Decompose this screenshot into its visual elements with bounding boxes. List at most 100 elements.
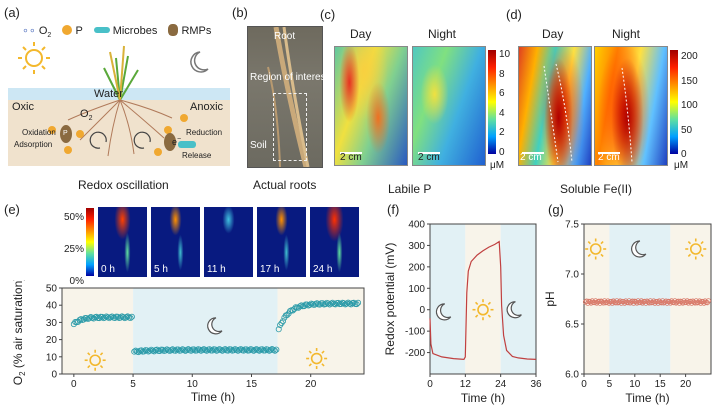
e-point-0-20 [99, 313, 106, 320]
e-point-1-35 [180, 346, 187, 353]
phosphate-icon [62, 25, 73, 35]
e-point-0-22 [101, 314, 108, 321]
colorbar-d-ticks: 200 150 100 50 0 [681, 51, 698, 160]
e-point-0-33 [117, 314, 124, 321]
panel-c-day: Day [350, 27, 372, 41]
e-point-1-53 [206, 346, 213, 353]
e-point-0-24 [104, 314, 111, 321]
scale-label-c-night: 2 cm [418, 152, 440, 163]
e-point-1-18 [156, 347, 163, 354]
e-y-tick-label: 10 [46, 352, 58, 363]
e-point-1-100 [273, 346, 280, 353]
e-point-1-62 [219, 347, 226, 354]
g-x-axis-label: Time (h) [625, 391, 669, 405]
e-point-1-1 [132, 347, 139, 354]
e-point-1-27 [169, 346, 176, 353]
g-x-tick-label: 15 [655, 379, 667, 390]
e-point-1-70 [230, 347, 237, 354]
f-phase-day-1 [465, 224, 501, 374]
e-point-0-9 [83, 315, 90, 322]
e-point-1-94 [264, 346, 271, 353]
adsorption-label: Adsorption [14, 140, 53, 149]
rmp-particle-right [164, 133, 176, 151]
e-point-2-6 [284, 312, 291, 319]
e-point-2-51 [347, 301, 354, 308]
scale-bar-d-day [522, 152, 544, 154]
g-moon-icon [631, 240, 647, 258]
legend-microbes: Microbes [112, 25, 158, 37]
legend-p: P [75, 25, 83, 37]
f-x-tick-label: 36 [530, 379, 542, 390]
e-point-0-16 [93, 313, 100, 320]
o2-root-label: O2 [80, 108, 93, 123]
f-x-tick-label: 0 [427, 379, 433, 390]
e-point-1-59 [215, 347, 222, 354]
roots-icon [67, 99, 173, 157]
e-point-1-44 [193, 347, 200, 354]
e-point-2-11 [291, 305, 298, 312]
e-point-2-46 [340, 300, 347, 307]
e-point-1-85 [252, 346, 259, 353]
e-point-2-33 [322, 301, 329, 308]
moon-icon [190, 51, 209, 73]
e-sun-icon-left [84, 349, 106, 371]
g-sun-icon-right [685, 238, 707, 260]
f-y-tick-label: -200 [405, 348, 425, 359]
legend-rmps: RMPs [181, 25, 212, 37]
ph-chart: 0 5 10 15 20 6.0 6.5 7.0 7.5 Time (h) pH [543, 220, 712, 405]
fe-dashed-lines [543, 63, 633, 163]
e-point-2-31 [319, 300, 326, 307]
o2-frame-24: 24 h [310, 207, 359, 277]
e-point-0-7 [80, 316, 87, 323]
e-point-1-68 [227, 346, 234, 353]
reduction-label: Reduction [186, 128, 223, 137]
f-phase-night-2 [500, 224, 536, 374]
e-point-2-56 [355, 299, 362, 306]
f-x-axis-label: Time (h) [461, 391, 505, 405]
f-x-tick-label: 12 [460, 379, 472, 390]
e-point-1-96 [267, 347, 274, 354]
g-point-110 [705, 298, 712, 304]
oxic-label: Oxic [12, 101, 34, 113]
e-point-1-99 [271, 347, 278, 354]
e-point-1-31 [175, 346, 182, 353]
e-point-0-27 [109, 313, 116, 320]
e-point-0-40 [127, 315, 134, 322]
root-strands [267, 27, 310, 167]
g-plot-frame [583, 223, 712, 375]
e-point-0-11 [86, 315, 93, 322]
e-point-2-24 [309, 301, 316, 308]
f-y-tick-label: -100 [405, 327, 425, 338]
e-point-1-20 [159, 346, 166, 353]
g-x-tick-label: 0 [581, 379, 587, 390]
e-point-2-22 [306, 301, 313, 308]
g-y-tick-label: 6.5 [565, 320, 579, 331]
e-point-1-40 [188, 347, 195, 354]
o2-frame-17: 17 h [257, 207, 306, 277]
panel-c-night: Night [428, 27, 457, 41]
e-point-1-0 [131, 348, 138, 355]
e-point-1-64 [222, 346, 229, 353]
e-point-1-77 [240, 347, 247, 354]
colorbar-e-ticks: 50% 25% 0% [63, 212, 84, 287]
e-point-0-41 [128, 313, 135, 320]
e-y-tick-label: 0 [51, 370, 57, 381]
panel-d-label: (d) [506, 7, 522, 22]
release-label: Release [182, 151, 212, 160]
cycle-arrow-left [89, 131, 107, 149]
e-point-2-18 [301, 303, 308, 310]
panel-g-label: (g) [548, 202, 564, 217]
e-point-1-9 [144, 347, 151, 354]
f-moon-icon-left [435, 303, 452, 321]
f-y-tick-label: 0 [419, 305, 425, 316]
scale-bar-c-day [340, 152, 362, 154]
e-y-tick-label: 50 [46, 284, 58, 295]
colorbar-d-unit: μM [674, 160, 689, 171]
panel-c-label: (c) [320, 7, 336, 22]
e-point-1-38 [185, 346, 192, 353]
o2-timeseries-chart: 0 5 10 15 20 0 10 20 30 40 50 Time (h) O2 (% air sat… [11, 280, 365, 404]
e-point-1-24 [165, 347, 172, 354]
g-y-tick-label: 7.0 [565, 270, 579, 281]
anoxic-label: Anoxic [190, 101, 224, 113]
e-point-0-35 [120, 314, 127, 321]
